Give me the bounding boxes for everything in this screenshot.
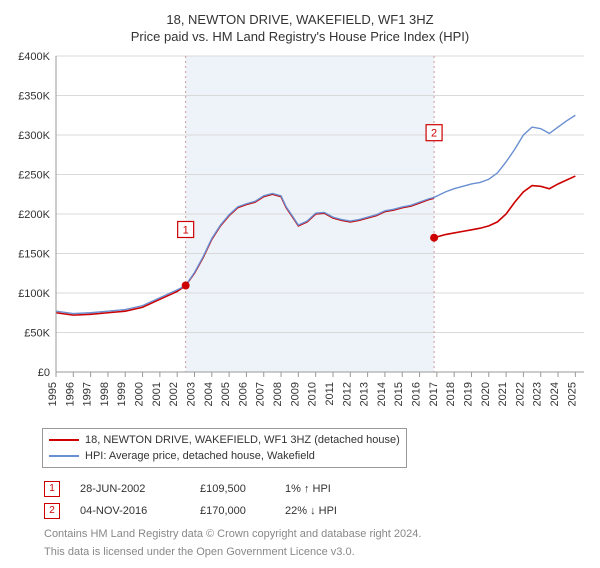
- svg-text:2003: 2003: [185, 382, 197, 406]
- chart-area: £0 £50K £100K £150K £200K £250K £300K £350K £400…: [12, 52, 588, 422]
- sale-date: 28-JUN-2002: [80, 483, 180, 495]
- svg-text:2011: 2011: [324, 382, 336, 406]
- svg-text:2019: 2019: [462, 382, 474, 406]
- svg-text:2007: 2007: [255, 382, 267, 406]
- svg-text:2015: 2015: [393, 382, 405, 406]
- svg-text:£150K: £150K: [18, 249, 50, 261]
- svg-text:£200K: £200K: [18, 209, 50, 221]
- sale-marker: 2: [44, 503, 60, 519]
- legend-swatch: [49, 439, 79, 441]
- svg-text:2018: 2018: [445, 382, 457, 406]
- legend-label: 18, NEWTON DRIVE, WAKEFIELD, WF1 3HZ (de…: [85, 434, 400, 446]
- svg-text:2013: 2013: [359, 382, 371, 406]
- legend-label: HPI: Average price, detached house, Wake…: [85, 450, 315, 462]
- svg-text:2005: 2005: [220, 382, 232, 406]
- svg-text:£100K: £100K: [18, 288, 50, 300]
- sale-price: £109,500: [200, 483, 265, 495]
- legend-item: HPI: Average price, detached house, Wake…: [49, 448, 400, 464]
- svg-text:2004: 2004: [203, 382, 215, 406]
- footnote-2: This data is licensed under the Open Gov…: [44, 546, 588, 558]
- svg-text:1997: 1997: [82, 382, 94, 406]
- svg-text:1998: 1998: [99, 382, 111, 406]
- svg-text:2016: 2016: [411, 382, 423, 406]
- svg-text:£50K: £50K: [24, 328, 50, 340]
- svg-text:1995: 1995: [47, 382, 59, 406]
- svg-text:1996: 1996: [64, 382, 76, 406]
- sale-date: 04-NOV-2016: [80, 505, 180, 517]
- svg-text:£250K: £250K: [18, 170, 50, 182]
- svg-text:2025: 2025: [566, 382, 578, 406]
- svg-text:1: 1: [183, 224, 189, 236]
- svg-text:1999: 1999: [116, 382, 128, 406]
- svg-text:2023: 2023: [532, 382, 544, 406]
- svg-text:2012: 2012: [341, 382, 353, 406]
- svg-text:2006: 2006: [237, 382, 249, 406]
- sales-list: 1 28-JUN-2002 £109,500 1% ↑ HPI 2 04-NOV-2016…: [44, 478, 588, 522]
- legend-item: 18, NEWTON DRIVE, WAKEFIELD, WF1 3HZ (de…: [49, 432, 400, 448]
- footnote-1: Contains HM Land Registry data © Crown c…: [44, 528, 588, 540]
- svg-text:2020: 2020: [480, 382, 492, 406]
- svg-text:2022: 2022: [514, 382, 526, 406]
- svg-text:2021: 2021: [497, 382, 509, 406]
- svg-text:2017: 2017: [428, 382, 440, 406]
- sale-diff: 22% ↓ HPI: [285, 505, 365, 517]
- svg-text:2001: 2001: [151, 382, 163, 406]
- svg-text:2000: 2000: [134, 382, 146, 406]
- sale-row: 1 28-JUN-2002 £109,500 1% ↑ HPI: [44, 478, 588, 500]
- sale-price: £170,000: [200, 505, 265, 517]
- sale-row: 2 04-NOV-2016 £170,000 22% ↓ HPI: [44, 500, 588, 522]
- svg-text:2024: 2024: [549, 382, 561, 406]
- svg-text:£300K: £300K: [18, 130, 50, 142]
- svg-text:2008: 2008: [272, 382, 284, 406]
- svg-text:£0: £0: [38, 367, 50, 379]
- svg-text:2: 2: [431, 128, 437, 140]
- sale-marker: 1: [44, 481, 60, 497]
- svg-text:£400K: £400K: [18, 52, 50, 63]
- svg-text:2009: 2009: [289, 382, 301, 406]
- legend-swatch: [49, 455, 79, 457]
- chart-subtitle: Price paid vs. HM Land Registry's House …: [12, 29, 588, 44]
- svg-text:2010: 2010: [307, 382, 319, 406]
- sale-diff: 1% ↑ HPI: [285, 483, 365, 495]
- svg-text:2014: 2014: [376, 382, 388, 406]
- chart-title: 18, NEWTON DRIVE, WAKEFIELD, WF1 3HZ: [12, 12, 588, 27]
- legend: 18, NEWTON DRIVE, WAKEFIELD, WF1 3HZ (de…: [42, 428, 407, 468]
- svg-text:£350K: £350K: [18, 91, 50, 103]
- svg-text:2002: 2002: [168, 382, 180, 406]
